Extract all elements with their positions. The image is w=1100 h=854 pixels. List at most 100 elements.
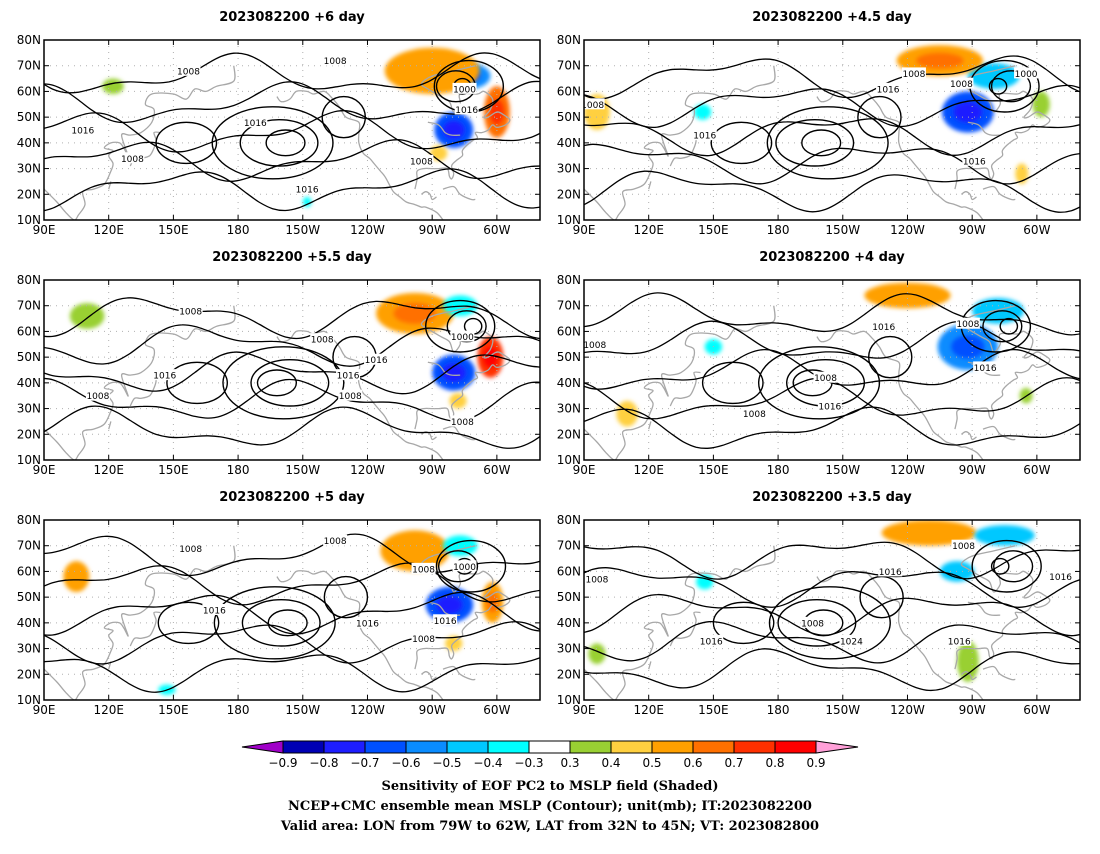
sensitivity-shade-core bbox=[916, 52, 964, 69]
contour-label: 1016 bbox=[434, 617, 457, 627]
mslp-contour bbox=[44, 405, 540, 449]
colorbar-arrow-right bbox=[815, 740, 859, 754]
lon-tick-label: 60W bbox=[483, 463, 510, 477]
lat-tick-label: 50N bbox=[557, 590, 581, 604]
lon-tick-label: 150W bbox=[825, 463, 860, 477]
coastline bbox=[584, 65, 776, 220]
sensitivity-shade-core bbox=[953, 101, 983, 123]
panel-frame bbox=[43, 519, 541, 701]
lat-tick-label: 40N bbox=[17, 376, 41, 390]
lat-tick-label: 60N bbox=[17, 324, 41, 338]
mslp-contour bbox=[211, 106, 334, 180]
sensitivity-shade bbox=[380, 530, 450, 572]
mslp-contour bbox=[256, 369, 298, 397]
mslp-contour bbox=[241, 599, 321, 647]
contour-label: 1008 bbox=[801, 619, 824, 629]
contour-label: 1016 bbox=[963, 157, 986, 167]
lon-tick-label: 120E bbox=[93, 463, 124, 477]
coastline bbox=[961, 431, 977, 441]
lat-tick-label: 40N bbox=[17, 136, 41, 150]
sensitivity-shade-core bbox=[951, 335, 985, 359]
lon-tick-label: 120W bbox=[890, 703, 925, 717]
colorbar-swatch bbox=[487, 740, 530, 754]
colorbar-swatch bbox=[323, 740, 366, 754]
lon-tick-label: 150W bbox=[285, 223, 320, 237]
lon-tick-label: 90E bbox=[573, 463, 596, 477]
lon-tick-label: 120W bbox=[350, 223, 385, 237]
lon-tick-label: 120W bbox=[890, 463, 925, 477]
lon-tick-label: 150E bbox=[158, 703, 189, 717]
mslp-contour bbox=[775, 119, 855, 167]
lat-tick-label: 10N bbox=[17, 213, 41, 227]
lat-tick-label: 10N bbox=[557, 693, 581, 707]
sensitivity-shade bbox=[1032, 91, 1050, 118]
mslp-contour bbox=[44, 139, 540, 182]
lat-tick-label: 60N bbox=[17, 84, 41, 98]
lon-tick-label: 90W bbox=[419, 703, 446, 717]
sensitivity-shade bbox=[63, 561, 90, 592]
sensitivity-shade bbox=[957, 640, 979, 683]
lon-tick-label: 60W bbox=[483, 703, 510, 717]
lon-tick-label: 150E bbox=[158, 463, 189, 477]
contour-label: 1008 bbox=[583, 341, 606, 351]
lat-tick-label: 60N bbox=[17, 564, 41, 578]
lat-tick-label: 20N bbox=[557, 667, 581, 681]
sensitivity-shade bbox=[449, 393, 467, 409]
sensitivity-shade bbox=[864, 282, 951, 309]
mslp-contour bbox=[584, 567, 1080, 608]
colorbar-arrow-left bbox=[241, 740, 284, 754]
lat-tick-label: 20N bbox=[557, 187, 581, 201]
mslp-contour bbox=[250, 359, 330, 407]
coastline bbox=[648, 661, 652, 670]
mslp-contour bbox=[222, 346, 345, 420]
mslp-contour bbox=[44, 591, 540, 636]
mslp-contour bbox=[425, 299, 496, 353]
contour-label: 1000 bbox=[453, 563, 476, 573]
lon-tick-label: 90W bbox=[959, 223, 986, 237]
mslp-contour bbox=[584, 84, 1080, 129]
lon-tick-label: 90E bbox=[573, 223, 596, 237]
contour-label: 1008 bbox=[324, 537, 347, 547]
sensitivity-shade bbox=[967, 63, 1020, 89]
mslp-contour bbox=[213, 586, 336, 660]
mslp-contour bbox=[239, 119, 319, 167]
lon-tick-label: 120E bbox=[633, 463, 664, 477]
sensitivity-shade-core bbox=[483, 346, 498, 368]
colorbar-tick-label: 0.4 bbox=[601, 756, 620, 770]
lat-tick-label: 40N bbox=[557, 376, 581, 390]
mslp-contour bbox=[584, 648, 1080, 692]
mslp-contour bbox=[321, 95, 367, 139]
lon-tick-label: 60W bbox=[1023, 223, 1050, 237]
coastline bbox=[954, 545, 1051, 670]
sensitivity-shade bbox=[102, 78, 124, 94]
mslp-contour bbox=[710, 121, 773, 165]
lat-tick-label: 70N bbox=[17, 539, 41, 553]
mslp-contour bbox=[44, 351, 540, 395]
colorbar-tick-label: 0.5 bbox=[642, 756, 661, 770]
contour-label: 1000 bbox=[1015, 70, 1038, 80]
coastline bbox=[44, 305, 236, 460]
lat-tick-label: 80N bbox=[17, 513, 41, 527]
colorbar-tick-label: 0.6 bbox=[683, 756, 702, 770]
contour-label: 1016 bbox=[1049, 573, 1072, 583]
coastline bbox=[961, 671, 977, 681]
mslp-contour bbox=[990, 70, 1032, 103]
contour-label: 1008 bbox=[950, 80, 973, 90]
map-panel-1: 2023082200 +6 day 1008 1008 1000 1016 1016 101… bbox=[17, 10, 541, 237]
caption-line-1: Sensitivity of EOF PC2 to MSLP field (Sh… bbox=[381, 779, 718, 794]
coastline bbox=[44, 65, 236, 220]
contour-label: 1008 bbox=[339, 392, 362, 402]
lon-tick-label: 90W bbox=[419, 463, 446, 477]
lon-tick-label: 120E bbox=[633, 703, 664, 717]
mslp-contour bbox=[446, 310, 487, 343]
coastline bbox=[648, 181, 652, 190]
colorbar-swatch bbox=[569, 740, 612, 754]
mslp-contour bbox=[988, 77, 1008, 95]
contour-label: 1016 bbox=[356, 619, 379, 629]
lon-tick-label: 90E bbox=[573, 703, 596, 717]
lon-tick-label: 90E bbox=[33, 703, 56, 717]
mslp-contour bbox=[166, 361, 229, 405]
colorbar-tick-label: 0.9 bbox=[806, 756, 825, 770]
mslp-contour bbox=[584, 541, 1080, 580]
lon-tick-label: 180 bbox=[767, 463, 790, 477]
